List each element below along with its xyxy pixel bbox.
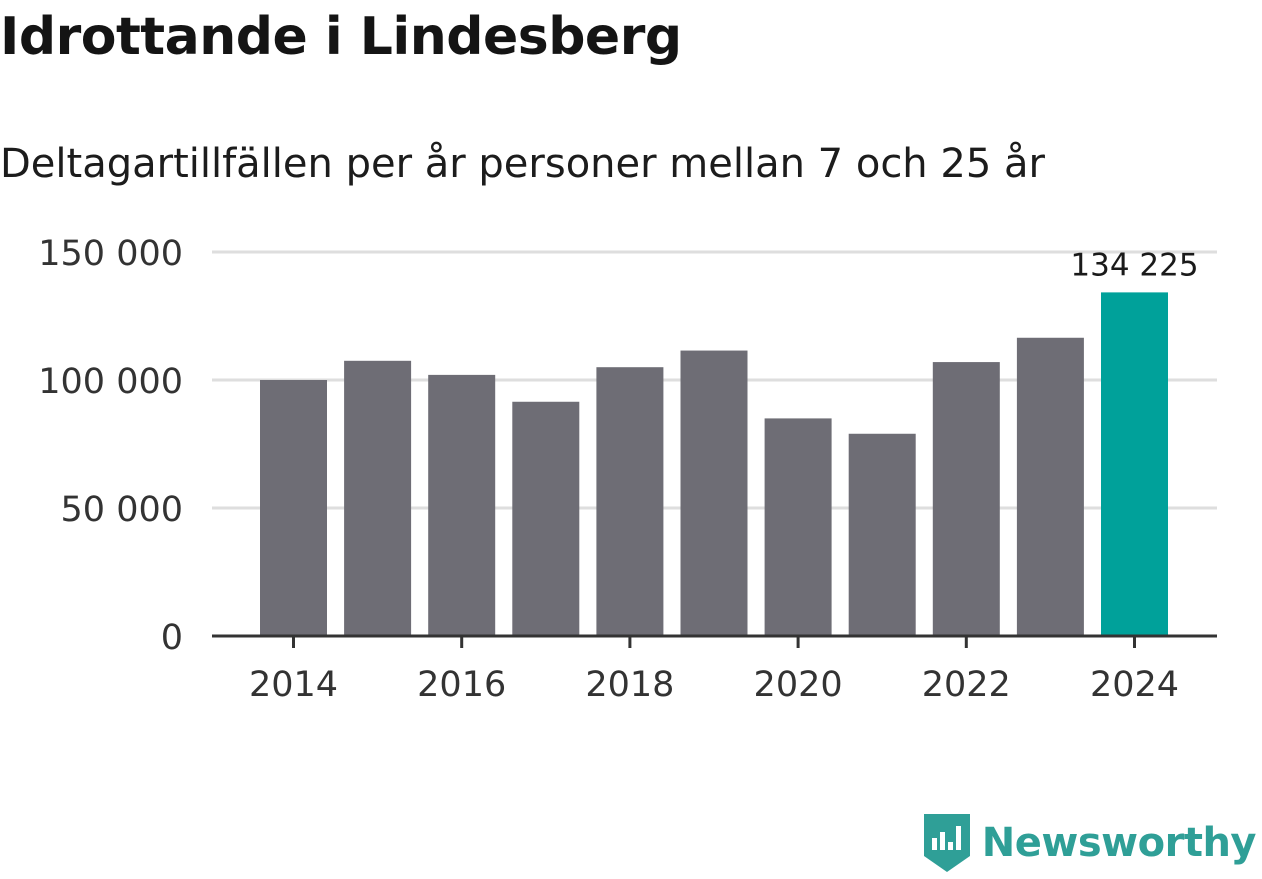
bar-2015	[344, 360, 412, 636]
data-label-2024: 134 225	[1070, 247, 1198, 283]
x-tick-label: 2016	[417, 665, 506, 705]
annotations: 134 225	[1070, 247, 1198, 283]
chart-title: Idrottande i Lindesberg	[0, 7, 682, 67]
bars	[260, 292, 1168, 636]
bar-2014	[260, 380, 327, 636]
chart-subtitle: Deltagartillfällen per år personer mella…	[0, 141, 1045, 187]
bar-2016	[428, 374, 496, 636]
bar-2024	[1101, 292, 1168, 636]
newsworthy-logo: Newsworthy	[922, 811, 1257, 875]
y-axis-tick-labels: 0 50 000 100 000 150 000	[38, 234, 183, 658]
y-tick-label: 100 000	[38, 362, 183, 402]
y-tick-label: 50 000	[61, 490, 183, 530]
bar-2023	[1016, 337, 1084, 636]
bar-2020	[764, 418, 832, 636]
x-axis-tick-labels: 2014 2016 2018 2020 2022 2024	[249, 636, 1179, 705]
newsworthy-logo-icon	[923, 814, 970, 872]
x-tick-label: 2018	[585, 665, 674, 705]
bar-2017	[512, 401, 580, 636]
bar-2022	[932, 362, 1000, 636]
x-tick-label: 2024	[1090, 665, 1179, 705]
brand-name: Newsworthy	[981, 820, 1257, 866]
y-tick-label: 0	[161, 618, 183, 658]
y-tick-label: 150 000	[38, 234, 183, 274]
bar-2021	[848, 433, 916, 636]
x-tick-label: 2022	[922, 665, 1011, 705]
bar-2018	[596, 367, 664, 636]
bar-2019	[680, 350, 748, 636]
x-tick-label: 2014	[249, 665, 338, 705]
x-tick-label: 2020	[754, 665, 843, 705]
